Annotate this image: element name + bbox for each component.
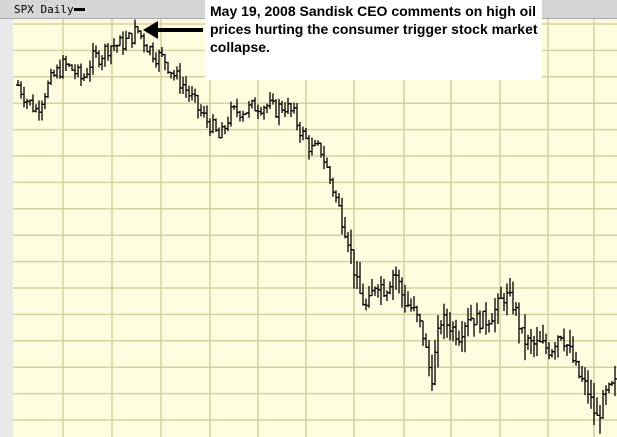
minimize-icon[interactable] [74,8,85,11]
chart-title: SPX Daily [14,3,74,16]
left-margin [0,19,13,437]
annotation-box: May 19, 2008 Sandisk CEO comments on hig… [205,0,542,80]
annotation-text: May 19, 2008 Sandisk CEO comments on hig… [210,3,538,55]
